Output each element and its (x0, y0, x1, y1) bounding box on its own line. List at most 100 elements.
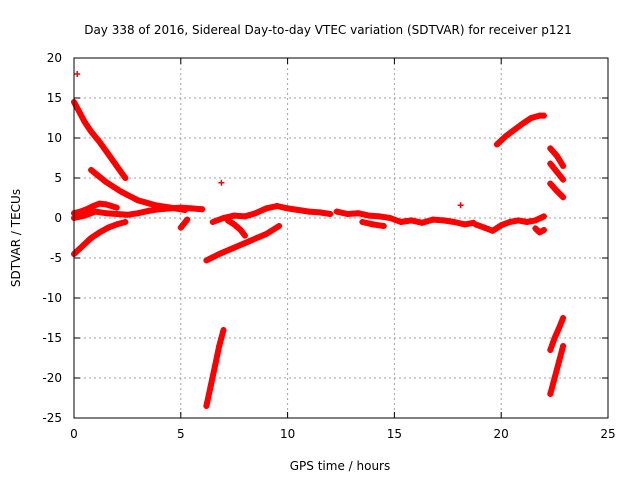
data-point (218, 179, 225, 186)
data-point (560, 194, 567, 201)
x-tick-label: 5 (177, 427, 185, 441)
series-arc-12 (359, 219, 387, 229)
y-tick-label: -20 (42, 371, 62, 385)
data-point (207, 383, 214, 389)
data-point (451, 219, 458, 225)
data-point (327, 211, 334, 217)
data-point (177, 204, 184, 211)
data-point (553, 168, 560, 175)
series-arc-15 (532, 225, 547, 236)
data-point (365, 212, 372, 219)
data-point (216, 343, 223, 349)
data-point (241, 232, 248, 239)
data-point (113, 211, 120, 217)
data-point (333, 208, 340, 215)
data-point (295, 207, 302, 213)
data-point (506, 219, 513, 225)
y-tick-label: -10 (42, 291, 62, 305)
data-point (305, 208, 312, 215)
data-point (551, 335, 558, 341)
data-point (113, 204, 120, 211)
data-point (532, 217, 539, 224)
data-point (498, 222, 505, 229)
data-point (211, 363, 218, 369)
series-trace (224, 217, 248, 239)
series-trace (547, 343, 567, 397)
data-point (199, 206, 206, 213)
data-point (547, 160, 554, 167)
data-point (124, 211, 131, 218)
data-point (220, 215, 227, 221)
x-tick-label: 10 (280, 427, 295, 441)
series-arc-2 (71, 200, 120, 217)
series-trace (547, 315, 567, 353)
series-arc-13 (472, 213, 547, 234)
data-point (122, 175, 129, 181)
data-point (184, 216, 191, 223)
data-point (540, 227, 547, 233)
series-arc-7 (203, 223, 283, 264)
x-tick-label: 25 (600, 427, 615, 441)
data-point (316, 209, 323, 216)
data-point (145, 207, 152, 214)
data-point (96, 229, 103, 236)
y-tick-label: 20 (47, 51, 62, 65)
data-point (216, 251, 223, 257)
data-point (489, 227, 496, 234)
data-point (553, 187, 560, 194)
data-point (540, 213, 547, 220)
data-point (387, 215, 394, 221)
data-point (83, 206, 90, 213)
series-trace (71, 99, 129, 181)
data-point (355, 210, 362, 217)
data-point (560, 163, 567, 169)
data-point (231, 244, 238, 251)
data-point (397, 219, 404, 225)
y-tick-label: -5 (50, 251, 62, 265)
data-point (117, 188, 124, 195)
data-point (461, 221, 468, 228)
data-point (88, 235, 95, 241)
series-arc-20 (547, 343, 567, 397)
data-point (547, 391, 554, 397)
data-point (263, 205, 270, 212)
data-point (511, 127, 518, 133)
data-point (472, 221, 479, 228)
grid-lines (74, 58, 608, 418)
x-axis-label: GPS time / hours (290, 459, 391, 473)
data-point (224, 217, 231, 224)
data-point (547, 347, 554, 353)
data-point (90, 203, 97, 209)
series-trace (177, 216, 191, 231)
data-point (263, 231, 270, 237)
data-point (528, 115, 535, 121)
data-point (457, 202, 464, 209)
data-point (540, 112, 547, 119)
data-point (105, 151, 112, 157)
data-point (555, 359, 562, 365)
plot-frame (73, 57, 609, 419)
y-tick-label: 5 (54, 171, 62, 185)
data-series (71, 71, 567, 409)
data-point (551, 375, 558, 381)
series-arc-19 (547, 315, 567, 353)
data-point (220, 327, 227, 333)
series-arc-14 (493, 112, 547, 148)
data-point (96, 200, 103, 207)
data-point (113, 163, 120, 169)
data-point (74, 71, 81, 77)
data-point (536, 229, 543, 236)
x-tick-label: 20 (494, 427, 509, 441)
y-axis-label: SDTVAR / TECUs (9, 189, 23, 287)
data-point (81, 119, 88, 125)
data-point (246, 238, 253, 245)
chart-title: Day 338 of 2016, Sidereal Day-to-day VTE… (84, 23, 572, 37)
data-point (81, 212, 88, 219)
data-point (156, 206, 163, 213)
data-point (135, 197, 142, 204)
data-point (502, 133, 509, 140)
data-point (519, 120, 526, 127)
data-point (380, 223, 387, 229)
